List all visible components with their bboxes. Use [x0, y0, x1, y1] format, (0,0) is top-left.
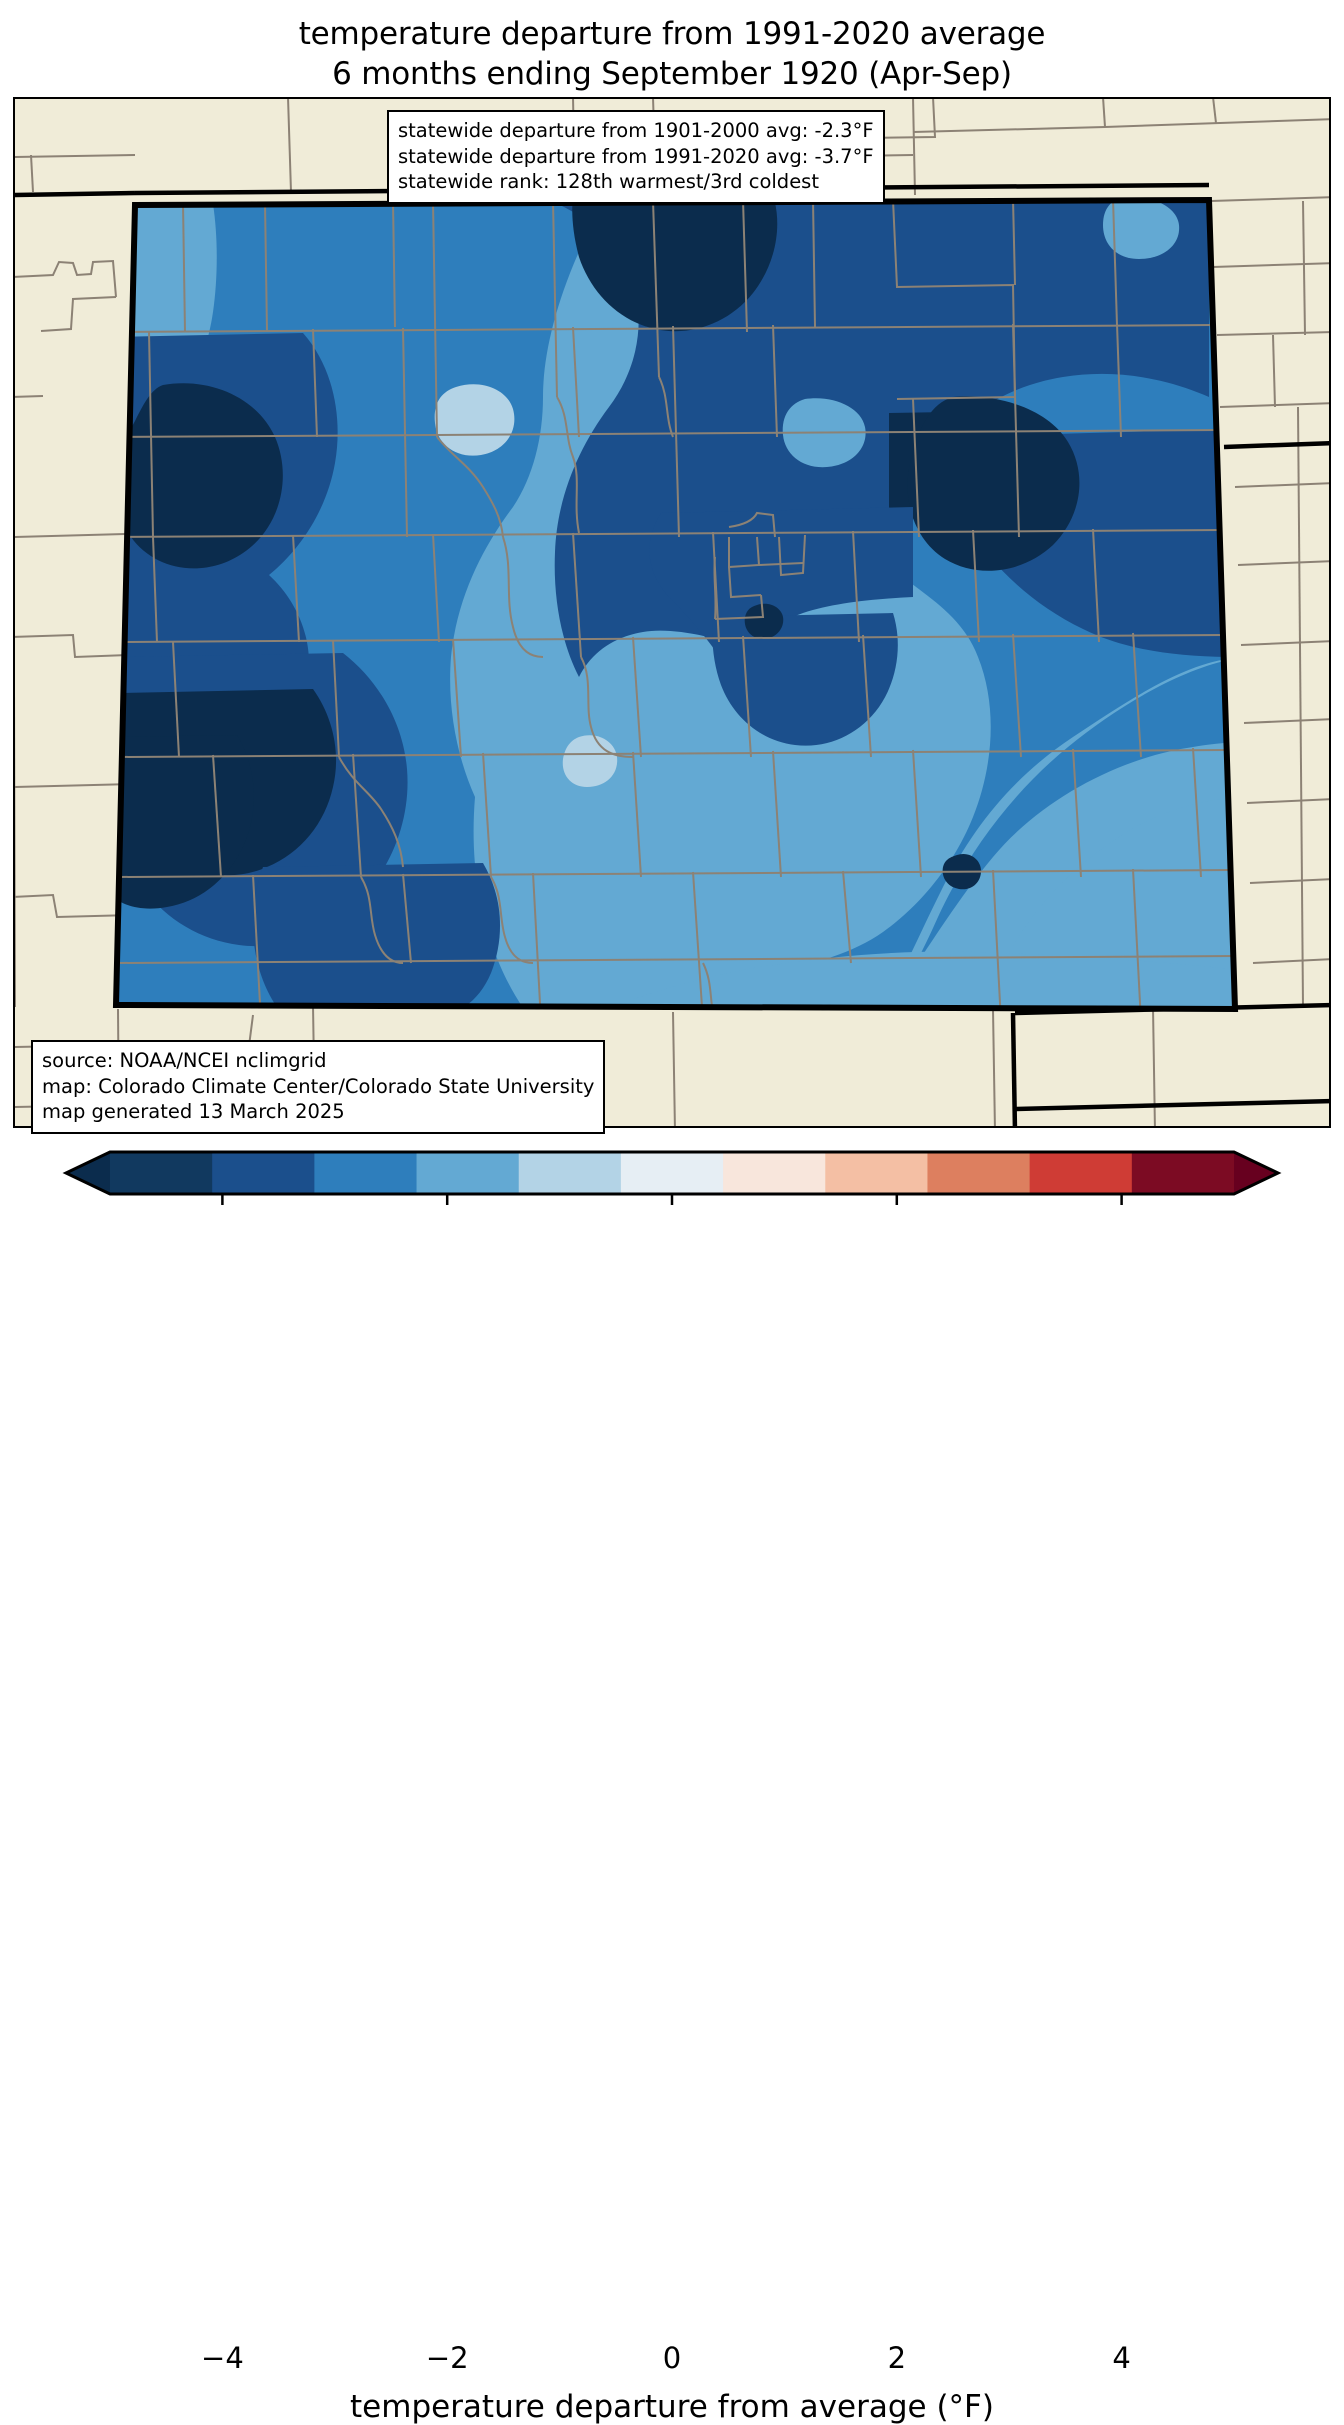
temperature-contour-fill: [116, 200, 1235, 1009]
colorbar-band: [314, 1152, 418, 1194]
colorbar-outline: [62, 1150, 1282, 1196]
colorbar-tick-labels: −4 −2 0 2 4: [0, 2341, 1344, 2387]
contour-band-n5-to-n4-south: [253, 863, 500, 1009]
contour-band-n4-to-n3-se: [873, 657, 1235, 1009]
colorado-county-lines: [116, 200, 1235, 1009]
colorbar-band: [1131, 1152, 1235, 1194]
colorbar-band: [518, 1152, 622, 1194]
page-title: temperature departure from 1991-2020 ave…: [0, 14, 1344, 94]
colorbar-under-arrow: [66, 1152, 110, 1194]
colorbar-band: [825, 1152, 929, 1194]
colorbar-band: [620, 1152, 724, 1194]
colorbar-over-arrow: [1234, 1152, 1278, 1194]
colorbar-band: [723, 1152, 826, 1194]
colorbar-band: [110, 1152, 213, 1194]
climate-map-figure: temperature departure from 1991-2020 ave…: [0, 14, 1344, 2425]
map-credit-line: map: Colorado Climate Center/Colorado St…: [42, 1074, 595, 1098]
contour-spot-light-ne-edge: [1103, 200, 1180, 259]
statewide-departure-1991-2020: statewide departure from 1991-2020 avg: …: [398, 144, 874, 168]
statewide-rank: statewide rank: 128th warmest/3rd coldes…: [398, 170, 819, 193]
colorbar-band: [1029, 1152, 1133, 1194]
contour-spot-light-north: [434, 384, 515, 456]
statewide-departure-1901-2000: statewide departure from 1901-2000 avg: …: [398, 119, 874, 142]
colorbar-tick-label: 2: [887, 2341, 907, 2375]
colorbar-swatches: [62, 1150, 1282, 1205]
colorbar-axis-label: temperature departure from average (°F): [350, 2389, 994, 2425]
map-generated-line: map generated 13 March 2025: [42, 1100, 345, 1123]
colorbar-band: [927, 1152, 1031, 1194]
colorbar-tick-label: −4: [201, 2341, 244, 2375]
source-line: source: NOAA/NCEI nclimgrid: [42, 1049, 327, 1072]
contour-band-n5-to-n4-metro-south: [712, 613, 898, 746]
map-axes: [13, 97, 1331, 1128]
contour-band-below-n5-west: [117, 383, 283, 569]
contour-spot-dark-denver: [744, 603, 784, 639]
contour-band-below-n5-north-strip: [572, 200, 778, 332]
colorbar-tick-label: 0: [662, 2341, 682, 2375]
title-line-2: 6 months ending September 1920 (Apr-Sep): [332, 56, 1012, 92]
title-line-1: temperature departure from 1991-2020 ave…: [298, 16, 1046, 52]
colorbar-tick-label: 4: [1112, 2341, 1131, 2375]
colorbar-tick-label: −2: [425, 2341, 469, 2375]
map-canvas: [15, 99, 1329, 1126]
contour-band-below-n5-ne-blob: [907, 396, 1080, 571]
colorbar-band: [212, 1152, 315, 1194]
statewide-stats-box: statewide departure from 1901-2000 avg: …: [387, 110, 885, 204]
colorbar-band: [416, 1152, 520, 1194]
source-credit-box: source: NOAA/NCEI nclimgrid map: Colorad…: [31, 1040, 606, 1134]
colorbar: −4 −2 0 2 4 temperature departure from avera…: [0, 1146, 1344, 2425]
